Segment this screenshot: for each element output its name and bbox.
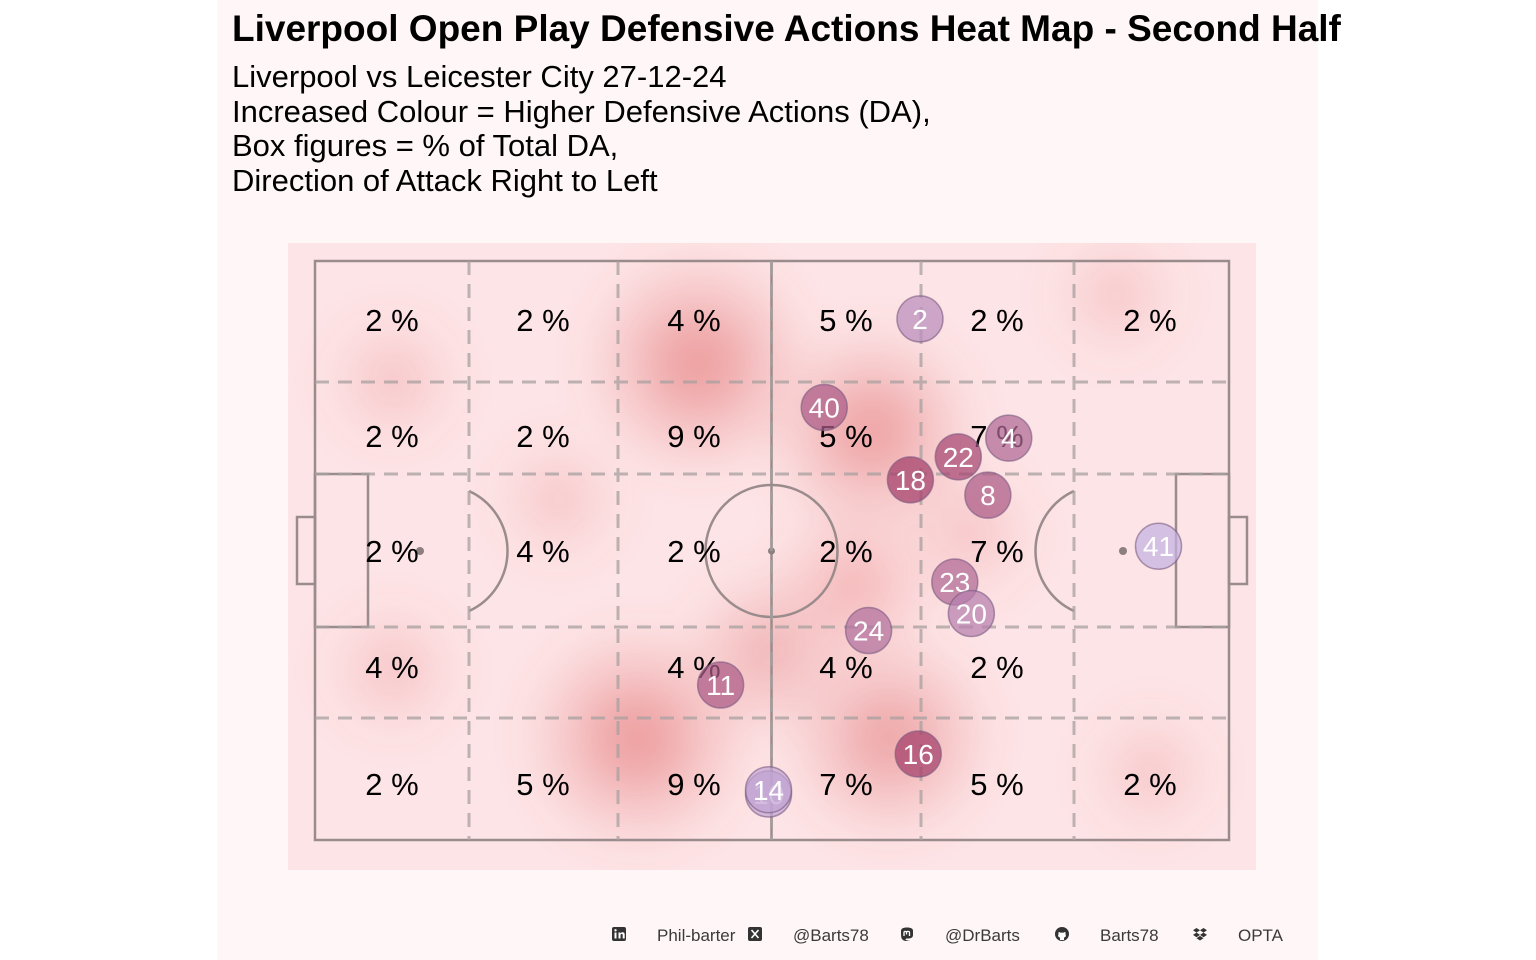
- player-circle-20: [947, 589, 996, 638]
- zone-label-r2-c2: 2 %: [667, 534, 720, 569]
- player-number-2: 2: [912, 304, 928, 335]
- zone-label-r2-c3: 2 %: [819, 534, 872, 569]
- zone-label-r0-c2: 4 %: [667, 303, 720, 338]
- chart-title: Liverpool Open Play Defensive Actions He…: [232, 8, 1341, 49]
- zone-label-r4-c5: 2 %: [1123, 767, 1176, 802]
- footer-linkedin-handle: Phil-barter: [657, 926, 736, 945]
- player-number-16: 16: [903, 739, 934, 770]
- player-circle-40: [800, 383, 848, 432]
- zone-label-r3-c4: 2 %: [970, 650, 1023, 685]
- zone-label-r2-c0: 2 %: [365, 534, 418, 569]
- player-number-40: 40: [809, 392, 840, 423]
- zone-label-r1-c0: 2 %: [365, 419, 418, 454]
- player-circle-22: [934, 433, 983, 481]
- player-circle-24: [844, 606, 893, 655]
- player-marker-40: 40: [800, 383, 848, 432]
- zone-label-r0-c5: 2 %: [1123, 303, 1176, 338]
- pitch-spots: [416, 547, 1127, 555]
- heat-blob-8-3: [1130, 751, 1172, 793]
- player-marker-4: 4: [985, 414, 1033, 462]
- player-number-18: 18: [895, 465, 926, 496]
- player-number-14: 14: [753, 775, 784, 806]
- player-circle-11: [696, 661, 745, 709]
- player-number-22: 22: [943, 442, 974, 473]
- mastodon-icon: [901, 927, 913, 942]
- zone-label-r3-c0: 4 %: [365, 650, 418, 685]
- heat-blob-0-3: [665, 330, 731, 396]
- heat-blob-1-3: [604, 705, 670, 771]
- player-number-20: 20: [956, 599, 987, 630]
- player-marker-20: 20: [947, 589, 996, 638]
- player-number-41: 41: [1143, 531, 1174, 562]
- zone-label-r1-c2: 9 %: [667, 419, 720, 454]
- zone-label-r0-c0: 2 %: [365, 303, 418, 338]
- heat-blob-9-3: [1095, 274, 1137, 316]
- player-marker-16: 16: [894, 730, 942, 778]
- player-marker-11: 11: [696, 661, 745, 709]
- zone-label-r4-c3: 7 %: [819, 767, 872, 802]
- player-number-24: 24: [853, 616, 884, 647]
- player-circle-14: [744, 766, 793, 814]
- player-number-8: 8: [980, 480, 996, 511]
- player-number-11: 11: [706, 670, 735, 701]
- zone-label-r4-c1: 5 %: [516, 767, 569, 802]
- player-circle-16: [894, 730, 942, 778]
- zone-label-r4-c0: 2 %: [365, 767, 418, 802]
- zone-label-r2-c1: 4 %: [516, 534, 569, 569]
- footer-x-handle: @Barts78: [793, 926, 869, 945]
- subtitle-line-1: Liverpool vs Leicester City 27-12-24: [232, 59, 727, 94]
- left-penalty-arc: [468, 489, 509, 613]
- footer-mastodon-handle: @DrBarts: [945, 926, 1020, 945]
- player-circle-4: [985, 414, 1033, 462]
- linkedin-icon: [612, 927, 626, 941]
- left-goal: [295, 515, 317, 586]
- heat-blob-11-3: [946, 512, 990, 555]
- x-twitter-icon: [748, 927, 762, 941]
- player-marker-2: 2: [896, 295, 944, 343]
- zone-label-r0-c4: 2 %: [970, 303, 1023, 338]
- player-marker-8: 8: [964, 471, 1012, 519]
- player-number-4: 4: [1001, 423, 1017, 454]
- player-marker-14: 14: [744, 766, 793, 814]
- player-circle-2: [896, 295, 944, 343]
- heat-blob-7-3: [372, 648, 415, 691]
- zone-label-r2-c4: 7 %: [970, 534, 1023, 569]
- player-marker-24: 24: [844, 606, 893, 655]
- player-marker-22: 22: [934, 433, 983, 481]
- heat-blob-6-3: [372, 358, 415, 402]
- zone-label-r3-c3: 4 %: [819, 650, 872, 685]
- right-penalty-spot: [1119, 547, 1127, 555]
- subtitle-line-4: Direction of Attack Right to Left: [232, 163, 658, 198]
- heat-blob-5-3: [830, 559, 880, 610]
- footer-data-source: OPTA: [1238, 926, 1284, 945]
- right-penalty-arc: [1034, 489, 1075, 613]
- left-penalty-spot: [416, 547, 424, 555]
- heat-blob-10-3: [538, 478, 580, 520]
- player-marker-41: 41: [1134, 522, 1183, 570]
- player-circle-41: [1134, 522, 1183, 570]
- github-icon: [1055, 927, 1069, 941]
- player-circle-8: [964, 471, 1012, 519]
- footer-github-handle: Barts78: [1100, 926, 1159, 945]
- right-goal: [1227, 515, 1249, 586]
- subtitle-line-2: Increased Colour = Higher Defensive Acti…: [232, 94, 931, 129]
- player-marker-18: 18: [886, 456, 935, 504]
- heat-blob-2-3: [841, 400, 903, 462]
- dropbox-icon: [1193, 928, 1207, 941]
- zone-label-r0-c1: 2 %: [516, 303, 569, 338]
- player-circle-18: [886, 456, 935, 504]
- heat-blob-4-3: [742, 627, 794, 679]
- zone-label-r0-c3: 5 %: [819, 303, 872, 338]
- subtitle-line-3: Box figures = % of Total DA,: [232, 128, 619, 163]
- zone-grid: [315, 261, 1229, 840]
- player-markers: 2404221884123202411161014: [696, 295, 1183, 818]
- zone-label-r4-c4: 5 %: [970, 767, 1023, 802]
- zone-label-r4-c2: 9 %: [667, 767, 720, 802]
- zone-label-r1-c1: 2 %: [516, 419, 569, 454]
